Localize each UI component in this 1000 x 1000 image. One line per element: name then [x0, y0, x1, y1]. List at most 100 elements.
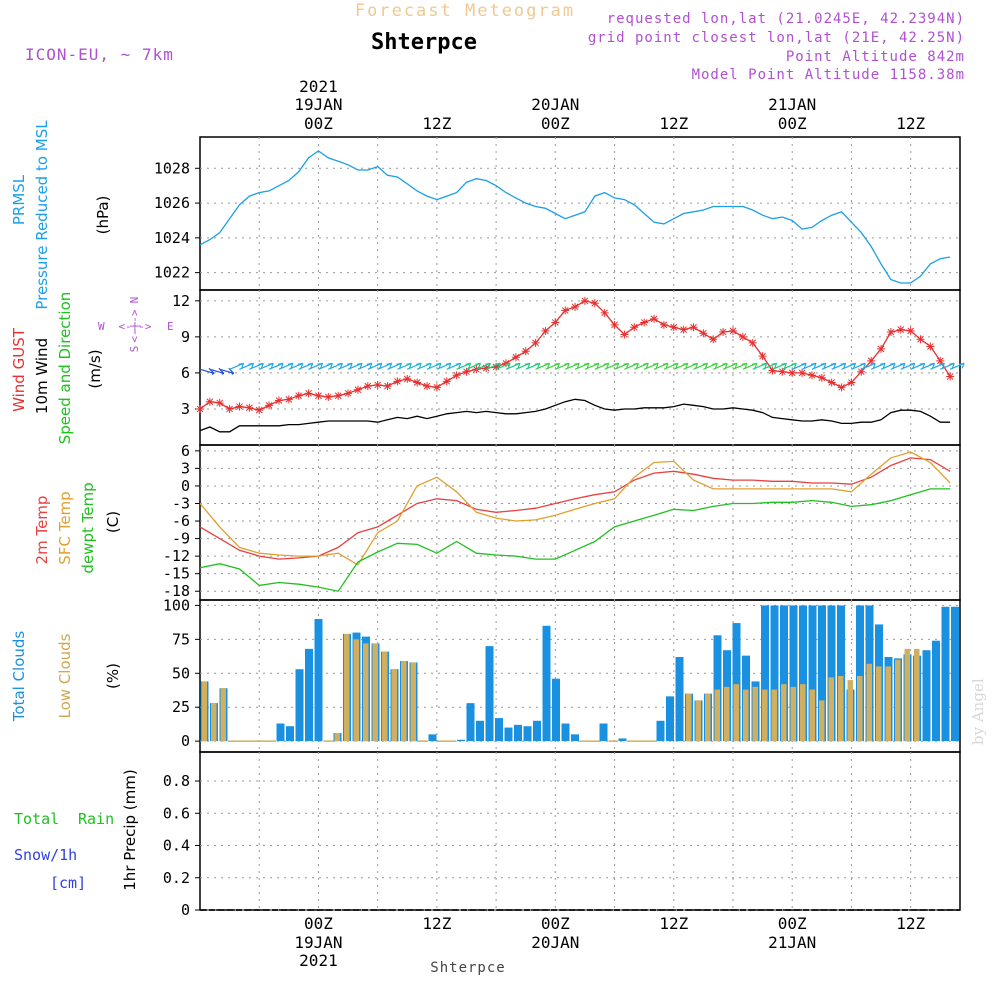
wind-arrow — [485, 362, 501, 370]
grid-lines — [195, 137, 960, 911]
model-altitude: Model Point Altitude 1158.38m — [692, 67, 965, 83]
wind-arrow — [604, 362, 620, 370]
wind-arrow — [436, 362, 452, 370]
total-cloud-bar — [856, 605, 864, 742]
temp-2m-line — [199, 457, 951, 560]
wind-arrow — [693, 362, 709, 370]
wind-arrow — [634, 362, 649, 370]
wind-arrow — [614, 362, 630, 370]
date-label-top: 21JAN — [768, 95, 816, 114]
gust-marker — [679, 325, 688, 334]
wind-arrow — [318, 362, 333, 370]
y-tick-label: 3 — [181, 459, 190, 477]
gust-marker — [847, 378, 856, 387]
gust-marker — [314, 391, 323, 400]
pressure-line — [199, 150, 951, 284]
cm-label: [cm] — [50, 874, 86, 892]
gust-marker — [610, 320, 619, 329]
footer-location: Shterpce — [430, 960, 505, 976]
total-cloud-bar — [276, 723, 285, 742]
total-cloud-bar — [571, 734, 579, 742]
gust-marker — [442, 377, 451, 386]
wind-arrow — [278, 362, 294, 370]
chart-marks — [196, 150, 965, 911]
wind-arrow — [752, 362, 768, 370]
wind-arrow — [791, 362, 807, 370]
wind-arrow — [397, 362, 412, 370]
gust-marker — [906, 326, 915, 335]
wind-arrow — [387, 362, 403, 370]
gust-marker — [452, 371, 461, 380]
y-tick-label: 6 — [181, 364, 190, 382]
total-cloud-bar — [523, 726, 532, 742]
y-tick-label: 75 — [172, 630, 190, 648]
low-cloud-bar — [724, 686, 730, 742]
date-label-top: 20JAN — [531, 95, 579, 114]
gust-marker — [383, 382, 392, 391]
total-cloud-bar — [761, 605, 769, 742]
gust-marker — [235, 402, 244, 411]
total-cloud-bar — [552, 678, 560, 742]
wind-unit: (m/s) — [86, 349, 104, 388]
gust-marker — [896, 325, 905, 334]
gust-marker — [462, 367, 471, 376]
low-cloud-bar — [220, 688, 226, 742]
time-label-top: 12Z — [896, 114, 925, 133]
gust-marker — [571, 302, 580, 311]
gust-marker — [620, 330, 629, 339]
compass-n: N — [128, 297, 141, 304]
low-cloud-bar — [828, 677, 834, 742]
total-cloud-bar — [656, 720, 665, 742]
total-cloud-bar — [941, 606, 950, 742]
gust-marker — [837, 383, 846, 392]
time-label-bottom: 00Z — [778, 914, 807, 933]
gust-marker — [324, 392, 333, 401]
gust-marker — [650, 314, 659, 323]
total-cloud-bar — [827, 605, 836, 742]
y-tick-labels: 102210241026102836912-18-15-12-9-6-30360… — [154, 159, 190, 919]
low-cloud-bar — [733, 684, 739, 742]
time-label-bottom: 12Z — [896, 914, 925, 933]
total-cloud-bar — [466, 703, 475, 742]
total-cloud-bar — [286, 726, 294, 742]
wind-arrow — [683, 362, 699, 370]
gust-marker — [768, 366, 777, 375]
low-cloud-bar — [211, 703, 217, 742]
gust-marker — [531, 338, 540, 347]
wind-arrow — [268, 362, 284, 370]
low-cloud-bar — [686, 693, 692, 742]
gust-marker — [709, 335, 718, 344]
grid-point-coords: grid point closest lon,lat (21E, 42.25N) — [588, 30, 965, 46]
y-tick-label: -18 — [163, 582, 190, 600]
low-cloud-bar — [363, 643, 369, 742]
wind-arrow — [495, 362, 511, 370]
wind-arrow — [466, 362, 482, 370]
gust-marker — [353, 385, 362, 394]
wind-arrow — [900, 362, 916, 370]
y-tick-label: 0 — [181, 901, 190, 919]
gust-marker — [363, 382, 372, 391]
wind-labels: Wind GUST 10m Wind Speed and Direction (… — [10, 292, 174, 445]
gust-marker — [590, 299, 599, 308]
total-cloud-bar — [533, 720, 541, 742]
wind-arrow — [831, 362, 847, 370]
y-tick-label: -3 — [172, 494, 190, 512]
gust-marker — [867, 356, 876, 365]
date-label-top: 19JAN — [294, 95, 342, 114]
wind-arrow — [377, 362, 393, 370]
wind-arrow — [288, 362, 304, 370]
wind-arrow — [811, 362, 827, 370]
date-label-bottom: 20JAN — [531, 933, 579, 952]
wind-arrow — [574, 362, 590, 370]
gust-marker — [659, 320, 668, 329]
low-cloud-bar — [401, 661, 407, 742]
gust-marker — [274, 396, 283, 405]
point-altitude: Point Altitude 842m — [786, 49, 965, 65]
chart-title: Forecast Meteogram — [355, 1, 575, 21]
low-cloud-bar — [344, 633, 350, 742]
total-cloud-bar — [666, 696, 674, 742]
total-cloud-bar — [618, 738, 627, 742]
wind-arrow — [328, 362, 343, 370]
gust-marker — [788, 368, 797, 377]
